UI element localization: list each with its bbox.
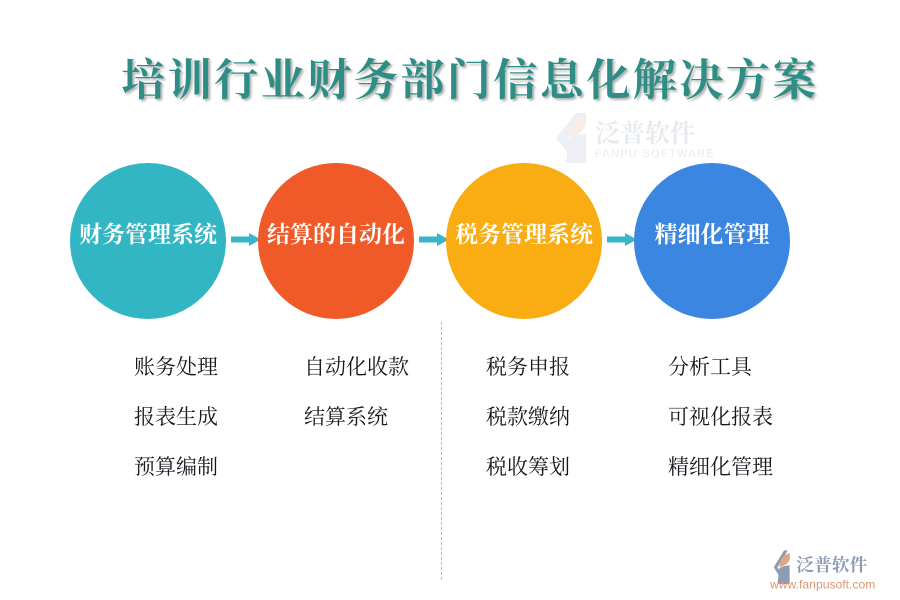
svg-text:泛普软件: 泛普软件 <box>796 552 867 577</box>
svg-text:泛普软件: 泛普软件 <box>595 114 695 150</box>
svg-text:FANPU SOFTWARE: FANPU SOFTWARE <box>595 148 715 160</box>
svg-text:www.fanpusoft.com: www.fanpusoft.com <box>770 578 875 592</box>
